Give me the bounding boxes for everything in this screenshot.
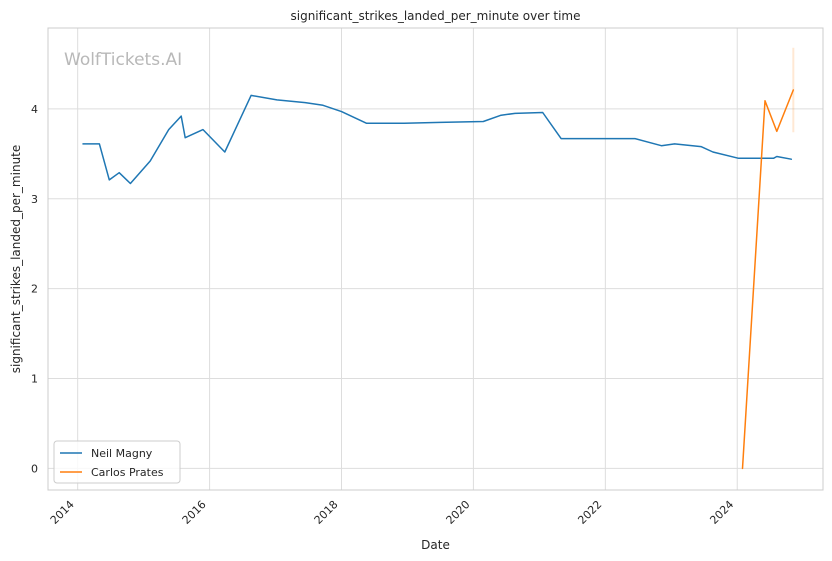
legend-box: [53, 440, 181, 484]
series-line-0: [82, 94, 793, 185]
y-tick-label: 2: [31, 283, 38, 296]
x-axis-title: Date: [421, 538, 450, 552]
legend-label: Neil Magny: [91, 447, 153, 460]
legend: Neil Magny Carlos Prates: [53, 440, 181, 484]
chart-title: significant_strikes_landed_per_minute ov…: [290, 9, 580, 23]
series-line-1: [741, 89, 795, 470]
y-tick-label: 3: [31, 193, 38, 206]
y-tick-label: 1: [31, 373, 38, 386]
series-lines: [82, 47, 795, 470]
grid: [48, 28, 823, 490]
y-tick-label: 0: [31, 462, 38, 475]
plot-area: [47, 27, 824, 491]
legend-label: Carlos Prates: [91, 466, 164, 479]
watermark-text: WolfTickets.AI: [64, 50, 182, 70]
y-tick-label: 4: [31, 103, 38, 116]
y-axis-title: significant_strikes_landed_per_minute: [9, 145, 23, 374]
